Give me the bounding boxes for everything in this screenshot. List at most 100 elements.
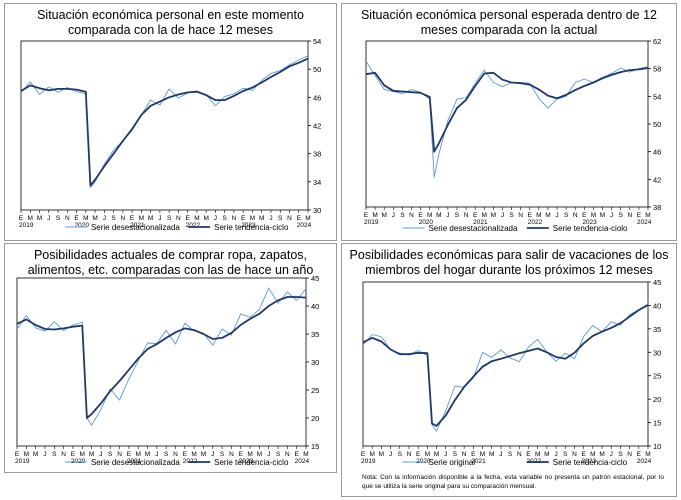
y-tick-label: 42	[313, 122, 321, 131]
legend-label: Serie desestacionalizada	[91, 458, 180, 467]
x-year-label: 2021	[127, 458, 142, 465]
x-tick-label: M	[427, 212, 432, 219]
x-tick-label: M	[436, 212, 441, 219]
x-year-label: 2021	[471, 458, 486, 465]
x-tick-label: E	[74, 215, 79, 222]
legend-label: Serie tendencia-ciclo	[214, 458, 289, 467]
plot-frame	[20, 40, 309, 211]
legend-label: Serie desestacionalizada	[91, 223, 180, 232]
chart-panel-2: Situación económica personal esperada de…	[341, 3, 677, 241]
x-tick-label: E	[526, 451, 531, 458]
x-year-label: 2021	[473, 219, 488, 226]
x-tick-label: E	[473, 212, 478, 219]
x-tick-label: S	[220, 451, 225, 458]
x-tick-label: S	[455, 212, 460, 219]
x-tick-label: E	[581, 451, 586, 458]
legend-label: Serie tendencia-ciolo	[553, 224, 628, 233]
x-tick-label: E	[130, 215, 135, 222]
y-tick-label: 25	[311, 386, 319, 395]
x-year-label: 2020	[416, 458, 431, 465]
x-tick-label: J	[392, 212, 395, 219]
x-tick-label: S	[56, 215, 61, 222]
y-tick-label: 38	[653, 203, 661, 212]
x-tick-label: S	[398, 451, 403, 458]
x-tick-label: S	[400, 212, 405, 219]
x-tick-label: M	[544, 451, 549, 458]
x-tick-label: M	[83, 215, 88, 222]
x-year-label: 2021	[130, 222, 145, 229]
legend-label: Serie tendencia-ciclo	[214, 223, 289, 232]
y-tick-label: 58	[653, 65, 661, 74]
x-tick-label: M	[545, 212, 550, 219]
x-tick-label: J	[555, 212, 558, 219]
chart-note: Nota: Con la información disponible a la…	[362, 474, 664, 490]
x-tick-label: M	[37, 215, 42, 222]
x-tick-label: M	[305, 215, 310, 222]
x-tick-label: N	[517, 451, 522, 458]
y-tick-label: 25	[653, 372, 661, 381]
x-tick-label: N	[285, 451, 290, 458]
y-tick-label: 34	[313, 178, 321, 187]
x-tick-label: J	[103, 215, 106, 222]
x-tick-label: J	[554, 451, 557, 458]
x-year-label: 2023	[241, 222, 256, 229]
y-tick-label: 62	[653, 37, 661, 46]
x-tick-label: E	[295, 451, 300, 458]
y-tick-label: 20	[311, 414, 319, 423]
y-tick-label: 50	[653, 120, 661, 129]
x-tick-label: J	[389, 451, 392, 458]
y-tick-label: 38	[313, 150, 321, 159]
x-tick-label: M	[145, 451, 150, 458]
chart-title: Posibilidades económicas para salir de v…	[349, 248, 669, 277]
x-tick-label: M	[591, 212, 596, 219]
x-tick-label: M	[139, 215, 144, 222]
x-tick-label: E	[127, 451, 132, 458]
x-tick-label: N	[120, 215, 125, 222]
x-tick-label: E	[185, 215, 190, 222]
x-tick-label: E	[528, 212, 533, 219]
x-tick-label: J	[269, 215, 272, 222]
x-year-label: 2024	[637, 219, 652, 226]
x-tick-label: N	[572, 451, 577, 458]
series-line-trend	[362, 304, 649, 427]
x-tick-label: S	[108, 451, 113, 458]
chart-title: Situación económica personal esperada de…	[360, 8, 658, 37]
x-tick-label: S	[509, 212, 514, 219]
x-tick-label: J	[610, 212, 613, 219]
x-tick-label: M	[372, 212, 377, 219]
x-tick-label: J	[267, 451, 270, 458]
x-tick-label: N	[229, 451, 234, 458]
y-tick-label: 46	[313, 93, 321, 102]
x-tick-label: M	[80, 451, 85, 458]
x-tick-label: J	[444, 451, 447, 458]
y-tick-label: 35	[653, 325, 661, 334]
x-tick-label: M	[599, 451, 604, 458]
x-tick-label: M	[135, 451, 140, 458]
x-tick-label: N	[462, 451, 467, 458]
x-tick-label: J	[43, 451, 46, 458]
x-tick-label: N	[117, 451, 122, 458]
x-tick-label: E	[361, 451, 366, 458]
x-tick-label: M	[369, 451, 374, 458]
y-tick-label: 35	[311, 330, 319, 339]
series-line-raw	[362, 303, 649, 432]
x-tick-label: S	[276, 451, 281, 458]
series-line-raw	[20, 55, 309, 188]
y-tick-label: 30	[653, 348, 661, 357]
x-tick-label: M	[247, 451, 252, 458]
x-tick-label: S	[164, 451, 169, 458]
x-tick-label: M	[434, 451, 439, 458]
x-tick-label: J	[501, 212, 504, 219]
y-tick-label: 50	[313, 65, 321, 74]
x-tick-label: E	[71, 451, 76, 458]
y-tick-label: 54	[313, 37, 321, 46]
x-tick-label: M	[92, 215, 97, 222]
x-year-label: 2024	[297, 222, 312, 229]
x-tick-label: M	[24, 451, 29, 458]
x-year-label: 2023	[239, 458, 254, 465]
x-tick-label: S	[508, 451, 513, 458]
y-tick-label: 20	[653, 395, 661, 404]
y-tick-label: 45	[653, 278, 661, 287]
